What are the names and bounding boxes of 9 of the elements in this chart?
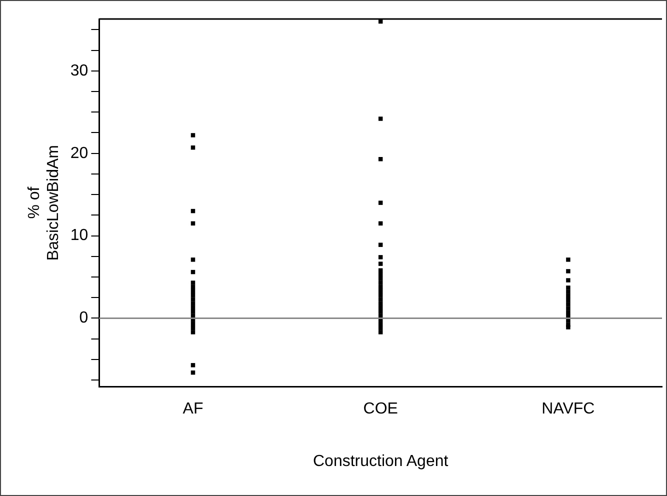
- x-tick-label: NAVFC: [542, 400, 595, 418]
- x-axis-title: Construction Agent: [312, 452, 449, 470]
- x-tick-label: AF: [182, 400, 204, 418]
- y-tick-label: 10: [70, 227, 88, 244]
- y-tick-label: 30: [70, 62, 88, 80]
- y-tick-label: 0: [79, 310, 88, 327]
- y-axis-title: % of BasicLowBidAm: [26, 144, 62, 261]
- y-tick-label: 20: [70, 144, 88, 162]
- x-tick-label: COE: [363, 400, 398, 418]
